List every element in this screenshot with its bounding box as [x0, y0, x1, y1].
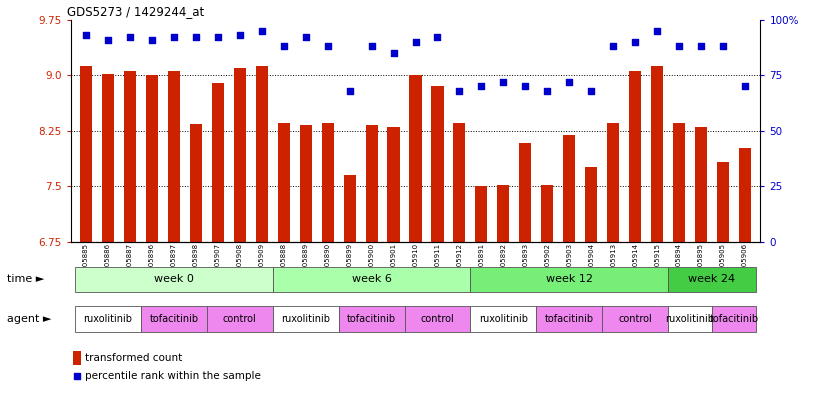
Point [387, 50, 401, 56]
Point [409, 39, 422, 45]
Text: control: control [223, 314, 257, 324]
Point [321, 43, 334, 50]
Bar [366, 125, 377, 242]
Point [695, 43, 708, 50]
Bar [212, 83, 224, 242]
Bar [717, 162, 729, 242]
Point [101, 37, 115, 43]
Text: ruxolitinib: ruxolitinib [83, 314, 132, 324]
Text: control: control [618, 314, 652, 324]
Point [70, 373, 83, 380]
Bar [695, 127, 707, 242]
Bar [273, 306, 338, 332]
Point [277, 43, 290, 50]
Point [519, 83, 532, 90]
Text: GDS5273 / 1429244_at: GDS5273 / 1429244_at [67, 6, 204, 18]
Text: ruxolitinib: ruxolitinib [666, 314, 715, 324]
Bar [739, 148, 751, 242]
Bar [124, 71, 136, 242]
Bar [470, 266, 668, 292]
Bar [602, 306, 668, 332]
Bar [470, 306, 536, 332]
Point [234, 32, 247, 39]
Bar [673, 123, 685, 242]
Bar [234, 68, 246, 242]
Text: tofacitinib: tofacitinib [347, 314, 396, 324]
Text: week 24: week 24 [688, 274, 735, 285]
Bar [387, 127, 400, 242]
Point [497, 79, 510, 85]
Bar [497, 185, 509, 242]
Text: week 12: week 12 [546, 274, 593, 285]
Bar [668, 266, 756, 292]
Point [563, 79, 576, 85]
Bar [207, 306, 273, 332]
Bar [75, 306, 141, 332]
Bar [454, 123, 465, 242]
Bar [431, 86, 444, 242]
Bar [410, 75, 421, 242]
Bar [629, 72, 642, 242]
Bar [141, 306, 207, 332]
Point [475, 83, 488, 90]
Bar [405, 306, 470, 332]
Text: tofacitinib: tofacitinib [150, 314, 199, 324]
Point [716, 43, 730, 50]
Bar [102, 73, 114, 242]
Point [343, 88, 356, 94]
Bar [343, 175, 356, 242]
Point [211, 34, 224, 40]
Point [584, 88, 597, 94]
Text: week 0: week 0 [154, 274, 194, 285]
Text: tofacitinib: tofacitinib [710, 314, 759, 324]
Bar [278, 123, 290, 242]
Bar [72, 351, 81, 365]
Point [189, 34, 203, 40]
Bar [322, 123, 334, 242]
Bar [536, 306, 602, 332]
Point [672, 43, 686, 50]
Bar [585, 167, 597, 242]
Bar [75, 266, 273, 292]
Text: week 6: week 6 [352, 274, 391, 285]
Point [80, 32, 93, 39]
Bar [168, 71, 180, 242]
Point [628, 39, 642, 45]
Point [167, 34, 180, 40]
Point [453, 88, 466, 94]
Text: transformed count: transformed count [85, 353, 182, 363]
Bar [563, 135, 575, 242]
Bar [146, 75, 158, 242]
Bar [519, 143, 531, 242]
Point [123, 34, 136, 40]
Bar [300, 125, 312, 242]
Point [430, 34, 444, 40]
Bar [541, 185, 553, 242]
Text: agent ►: agent ► [7, 314, 52, 324]
Text: control: control [420, 314, 455, 324]
Text: time ►: time ► [7, 274, 44, 285]
Point [541, 88, 554, 94]
Bar [80, 66, 92, 242]
Bar [712, 306, 756, 332]
Point [255, 28, 268, 34]
Bar [651, 66, 663, 242]
Point [365, 43, 378, 50]
Text: percentile rank within the sample: percentile rank within the sample [85, 371, 261, 382]
Bar [475, 186, 488, 242]
Text: ruxolitinib: ruxolitinib [479, 314, 528, 324]
Point [299, 34, 312, 40]
Bar [607, 123, 619, 242]
Text: ruxolitinib: ruxolitinib [281, 314, 330, 324]
Bar [256, 66, 268, 242]
Point [738, 83, 751, 90]
Point [651, 28, 664, 34]
Bar [189, 124, 202, 242]
Bar [338, 306, 405, 332]
Point [145, 37, 159, 43]
Text: tofacitinib: tofacitinib [544, 314, 594, 324]
Point [607, 43, 620, 50]
Bar [668, 306, 712, 332]
Bar [273, 266, 470, 292]
